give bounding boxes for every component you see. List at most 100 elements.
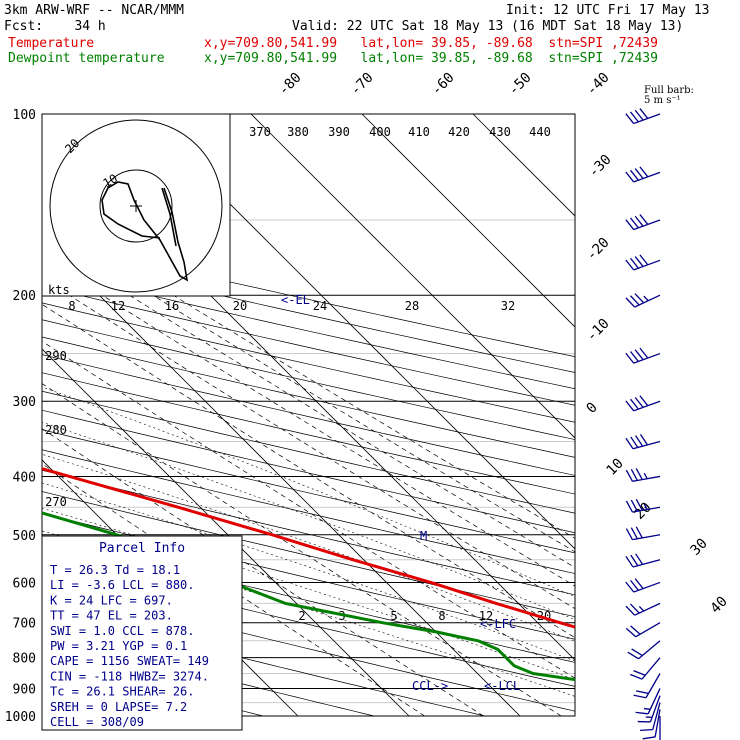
wind-barb-flag: [634, 256, 644, 267]
dry-adiabat: [42, 319, 575, 440]
parcel-info-line: PW = 3.21 YGP = 0.1: [50, 639, 187, 653]
parcel-info-line: CELL = 308/09: [50, 715, 144, 729]
isotherm-label: 40: [708, 594, 731, 617]
wind-barb-flag: [639, 347, 649, 359]
dewpoint-location: x,y=709.80,541.99 lat,lon= 39.85, -89.68…: [204, 51, 658, 66]
wind-barb-flag: [629, 295, 640, 306]
wind-barb-flag: [625, 219, 635, 230]
wind-barb: [637, 695, 661, 723]
isotherm-label: -10: [584, 316, 613, 345]
wind-barb-flag: [630, 351, 639, 362]
pressure-tick-label: 200: [13, 289, 36, 304]
theta-label: 280: [45, 423, 67, 437]
wind-barb-flag: [631, 648, 643, 657]
wind-barb-flag: [625, 113, 635, 124]
wind-barb-flag: [635, 468, 643, 480]
wind-barb-flag: [630, 398, 639, 410]
pressure-tick-label: 600: [13, 576, 36, 591]
dry-adiabat: [42, 336, 575, 458]
wind-barb-flag: [627, 651, 639, 660]
wind-barb-flag: [630, 111, 639, 123]
mixing-ratio-line: [42, 340, 575, 679]
parcel-info-line: CAPE = 1156 SWEAT= 149: [50, 654, 209, 668]
wind-barb-flag: [630, 436, 639, 448]
wind-barb: [625, 293, 661, 308]
wind-barb-flag: [640, 728, 653, 732]
mixing-ratio-line: [173, 294, 575, 539]
dry-adiabat: [42, 449, 575, 574]
wind-barb: [625, 526, 661, 541]
theta-label: 370: [249, 125, 271, 139]
mixing-ratio-label: 8: [438, 609, 445, 623]
hodograph-curve-segment: [161, 187, 177, 247]
parcel-info-line: LI = -3.6 LCL = 880.: [50, 578, 195, 592]
isotherm: [42, 237, 521, 717]
lcl-label: <-LCL: [484, 679, 520, 693]
wind-barb: [640, 702, 661, 732]
wind-barb-flag: [630, 257, 639, 269]
isotherm: [42, 348, 410, 717]
wind-barb: [635, 688, 661, 715]
theta-label: 290: [45, 349, 67, 363]
wind-barb: [633, 673, 661, 699]
wind-scale-title: Full barb:: [644, 85, 694, 96]
wind-barb: [625, 498, 661, 513]
wind-barb-flag: [634, 397, 644, 408]
wind-barb-flag: [630, 169, 639, 181]
wind-barb: [625, 433, 661, 450]
wind-barb-flag: [630, 217, 639, 229]
wind-barb-half-flag: [638, 605, 645, 612]
dry-adiabat: [42, 469, 575, 596]
isotherm-label: -70: [348, 70, 377, 99]
wind-barb-flag: [625, 437, 634, 450]
dry-adiabat: [42, 270, 575, 390]
temperature-legend: Temperature: [8, 36, 95, 51]
wind-barb-flag: [625, 259, 635, 271]
mixing-ratio-label: 5: [390, 609, 397, 623]
wind-barb-staff: [633, 259, 661, 271]
wind-barb-staff: [638, 640, 661, 660]
dry-adiabat: [42, 491, 575, 618]
wind-barb-flag: [630, 554, 639, 567]
wind-barb-half-flag: [643, 472, 648, 480]
wind-barb-staff: [633, 400, 661, 412]
wind-barb-flag: [639, 166, 649, 178]
mixing-ratio-line: [102, 294, 575, 587]
dry-adiabat: [42, 254, 575, 373]
mixing-ratio-label: 28: [405, 299, 419, 313]
mixing-ratio-label: 24: [313, 299, 327, 313]
isotherm: [139, 114, 575, 550]
hodograph-ring: [49, 119, 223, 293]
isotherm: [361, 114, 575, 328]
wind-barb-flag: [633, 670, 646, 676]
mixing-ratio-line: [129, 294, 575, 568]
wind-barb: [625, 347, 661, 364]
valid-time: Valid: 22 UTC Sat 18 May 13 (16 MDT Sat …: [292, 19, 684, 34]
hodograph-ring: [99, 169, 173, 243]
hodograph-curve: [101, 181, 189, 282]
wind-barb-flag: [635, 553, 644, 565]
theta-label: 410: [408, 125, 430, 139]
mixing-ratio-line: [42, 383, 562, 717]
mixing-ratio-label: 16: [165, 299, 179, 313]
theta-label: 400: [369, 125, 391, 139]
wind-barb-flag: [630, 499, 638, 512]
theta-label: 270: [45, 495, 67, 509]
wind-barb-flag: [639, 395, 649, 407]
wind-barb-flag: [634, 349, 644, 361]
m-label: M: [420, 529, 427, 543]
isotherm-label: 10: [604, 456, 627, 479]
wind-barb-flag: [642, 736, 656, 740]
wind-barb-half-flag: [643, 295, 649, 302]
isotherm-label: 0: [584, 400, 601, 417]
ccl-label: CCL->: [412, 679, 448, 693]
isotherm-label: -80: [276, 70, 305, 99]
isotherm-label: -30: [586, 152, 615, 181]
pressure-tick-label: 500: [13, 529, 36, 544]
wind-barb-flag: [625, 627, 637, 638]
theta-label: 430: [489, 125, 511, 139]
theta-label: 420: [448, 125, 470, 139]
wind-barb: [625, 553, 661, 568]
wind-barb-staff: [652, 702, 661, 730]
